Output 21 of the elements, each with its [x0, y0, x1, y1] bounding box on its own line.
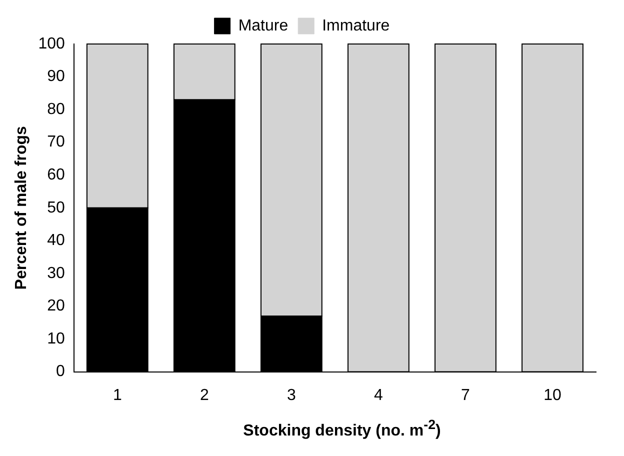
- y-tick-label: 30: [47, 264, 65, 282]
- x-tick-label: 10: [544, 386, 562, 404]
- x-tick-label: 7: [461, 386, 470, 404]
- x-tick-label: 1: [112, 386, 122, 404]
- y-tick-label: 10: [47, 330, 65, 348]
- y-tick-label: 20: [47, 298, 65, 315]
- y-tick-label: 90: [47, 68, 65, 86]
- y-tick-label: 70: [47, 134, 65, 151]
- y-tick-label: 50: [47, 199, 65, 216]
- y-tick-label: 0: [56, 363, 65, 380]
- y-tick-label: 100: [38, 35, 65, 52]
- y-tick-label: 80: [47, 100, 65, 118]
- x-tick-label: 3: [286, 386, 296, 404]
- x-axis-title: Stocking density (no. m$^{-2}$): [242, 417, 442, 440]
- legend-label: Mature: [238, 17, 288, 34]
- y-tick-label: 40: [47, 232, 65, 250]
- x-tick-label: 4: [374, 386, 384, 404]
- y-tick-label: 60: [47, 166, 65, 184]
- x-tick-label: 2: [200, 386, 209, 404]
- legend-label: Immature: [322, 17, 390, 34]
- y-axis-title: Percent of male frogs: [13, 126, 30, 290]
